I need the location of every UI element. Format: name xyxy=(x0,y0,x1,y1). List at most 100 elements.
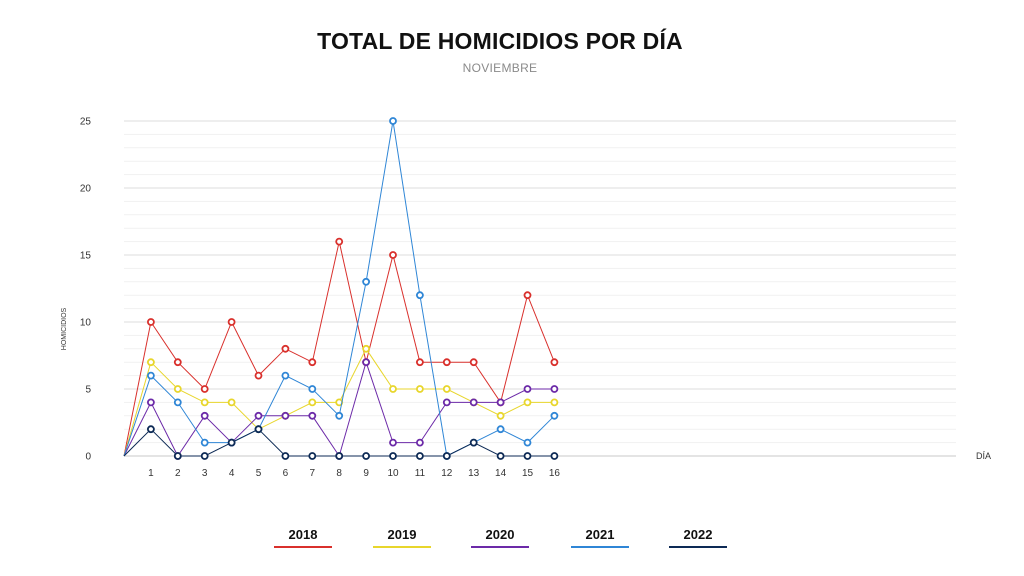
series-line xyxy=(123,360,555,458)
y-axis-label: HOMICIDIOS xyxy=(61,307,68,350)
data-point xyxy=(496,425,505,434)
data-point xyxy=(146,318,155,326)
x-tick-label: 1 xyxy=(148,468,154,479)
legend-item-2021: 2021 xyxy=(571,527,629,548)
data-point xyxy=(227,318,236,326)
legend: 2018 2019 2020 2021 2022 xyxy=(0,527,1024,551)
legend-item-2022: 2022 xyxy=(669,527,727,548)
y-tick-label: 5 xyxy=(85,385,91,396)
data-point xyxy=(442,452,451,460)
x-tick-label: 11 xyxy=(415,468,426,479)
data-point xyxy=(550,385,559,393)
x-tick-label: 3 xyxy=(202,468,208,479)
data-point xyxy=(335,411,344,420)
series-2018 xyxy=(123,237,559,457)
legend-label: 2019 xyxy=(387,527,417,542)
data-point xyxy=(415,291,424,300)
chart-subtitle: NOVIEMBRE xyxy=(462,61,538,75)
x-tick-label: 15 xyxy=(522,468,534,479)
data-point xyxy=(442,358,451,367)
data-point xyxy=(389,117,397,125)
x-tick-label: 9 xyxy=(363,468,369,479)
data-point xyxy=(415,358,424,367)
x-tick-label: 7 xyxy=(310,468,316,479)
data-point xyxy=(254,411,263,420)
data-point xyxy=(496,411,505,420)
data-point xyxy=(550,411,559,420)
legend-item-2019: 2019 xyxy=(373,527,431,548)
data-point xyxy=(415,452,424,460)
y-tick-label: 10 xyxy=(80,318,92,329)
data-point xyxy=(173,452,182,460)
legend-swatch xyxy=(571,546,629,548)
y-tick-label: 0 xyxy=(85,452,91,463)
data-point xyxy=(281,371,290,380)
data-point xyxy=(523,385,532,393)
x-tick-label: 10 xyxy=(387,468,399,479)
legend-label: 2022 xyxy=(683,527,713,542)
data-point xyxy=(308,358,317,367)
data-point xyxy=(362,358,371,367)
data-point xyxy=(173,358,182,367)
data-point xyxy=(469,358,478,367)
data-point xyxy=(281,344,290,353)
data-point xyxy=(362,277,371,286)
series-2021 xyxy=(123,117,559,460)
data-point xyxy=(389,385,397,393)
y-tick-label: 25 xyxy=(80,117,92,128)
legend-label: 2020 xyxy=(485,527,515,542)
data-point xyxy=(550,358,559,367)
data-point xyxy=(308,411,317,420)
data-point xyxy=(200,398,209,407)
data-point xyxy=(254,425,263,434)
x-tick-label: 13 xyxy=(468,468,480,479)
data-point xyxy=(496,452,505,460)
legend-item-2020: 2020 xyxy=(471,527,529,548)
data-point xyxy=(146,371,155,380)
x-tick-label: 6 xyxy=(283,468,289,479)
data-point xyxy=(469,398,478,407)
data-point xyxy=(335,237,344,246)
data-point xyxy=(281,452,290,460)
data-point xyxy=(200,411,209,420)
data-point xyxy=(308,452,317,460)
data-point xyxy=(200,385,209,393)
data-point xyxy=(389,452,397,460)
data-point xyxy=(442,385,451,393)
legend-swatch xyxy=(471,546,529,548)
data-point xyxy=(227,398,236,407)
legend-swatch xyxy=(274,546,332,548)
y-tick-label: 20 xyxy=(80,184,92,195)
data-point xyxy=(335,452,344,460)
data-point xyxy=(550,398,559,407)
legend-swatch xyxy=(373,546,431,548)
data-point xyxy=(415,385,424,393)
x-axis-label: DÍA xyxy=(976,451,991,461)
data-point xyxy=(362,452,371,460)
x-tick-label: 5 xyxy=(256,468,262,479)
data-point xyxy=(281,411,290,420)
legend-label: 2018 xyxy=(288,527,318,542)
series-2022 xyxy=(123,425,559,460)
x-tick-label: 12 xyxy=(441,468,453,479)
data-point xyxy=(227,438,236,447)
y-tick-label: 15 xyxy=(80,251,92,262)
data-point xyxy=(146,358,155,367)
legend-label: 2021 xyxy=(585,527,615,542)
x-tick-label: 2 xyxy=(175,468,181,479)
data-point xyxy=(308,398,317,407)
data-point xyxy=(550,452,559,460)
data-point xyxy=(362,344,371,353)
legend-swatch xyxy=(669,546,727,548)
data-point xyxy=(146,425,155,434)
data-point xyxy=(442,398,451,407)
data-point xyxy=(523,398,532,407)
data-point xyxy=(308,385,317,393)
data-point xyxy=(389,438,397,447)
data-point xyxy=(523,291,532,300)
x-tick-label: 4 xyxy=(229,468,235,479)
data-point xyxy=(200,438,209,447)
chart-title: TOTAL DE HOMICIDIOS POR DÍA xyxy=(317,28,683,54)
data-point xyxy=(173,385,182,393)
